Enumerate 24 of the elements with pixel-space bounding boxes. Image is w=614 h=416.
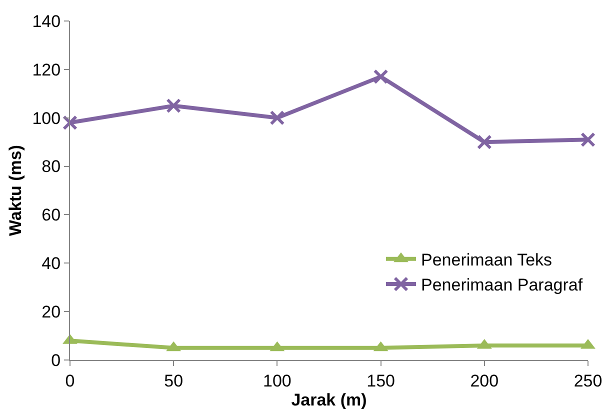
- x-tick-label: 0: [65, 371, 75, 390]
- y-axis-title: Waktu (ms): [6, 145, 25, 236]
- point: [373, 69, 388, 84]
- y-tick-label: 140: [32, 12, 61, 31]
- point: [62, 115, 78, 130]
- x-tick-label: 150: [366, 371, 395, 390]
- legend-label: Penerimaan Paragraf: [421, 276, 583, 295]
- y-tick-label: 40: [42, 254, 61, 274]
- x-tick-label: 200: [470, 371, 499, 390]
- x-tick-label: 100: [263, 371, 292, 390]
- point: [166, 98, 182, 114]
- y-tick-label: 100: [32, 108, 61, 128]
- y-tick-label: 60: [42, 206, 61, 225]
- point: [270, 110, 285, 126]
- point: [580, 132, 596, 148]
- x-tick-label: 50: [164, 371, 184, 390]
- y-tick-label: 20: [42, 302, 61, 322]
- x-axis-title: Jarak (m): [291, 390, 367, 410]
- legend-label: Penerimaan Teks: [421, 250, 552, 270]
- y-tick-label: 80: [42, 157, 61, 176]
- y-tick-label: 120: [32, 60, 61, 80]
- x-tick-label: 250: [574, 371, 602, 390]
- y-tick-label: 0: [51, 350, 61, 370]
- point: [476, 134, 492, 150]
